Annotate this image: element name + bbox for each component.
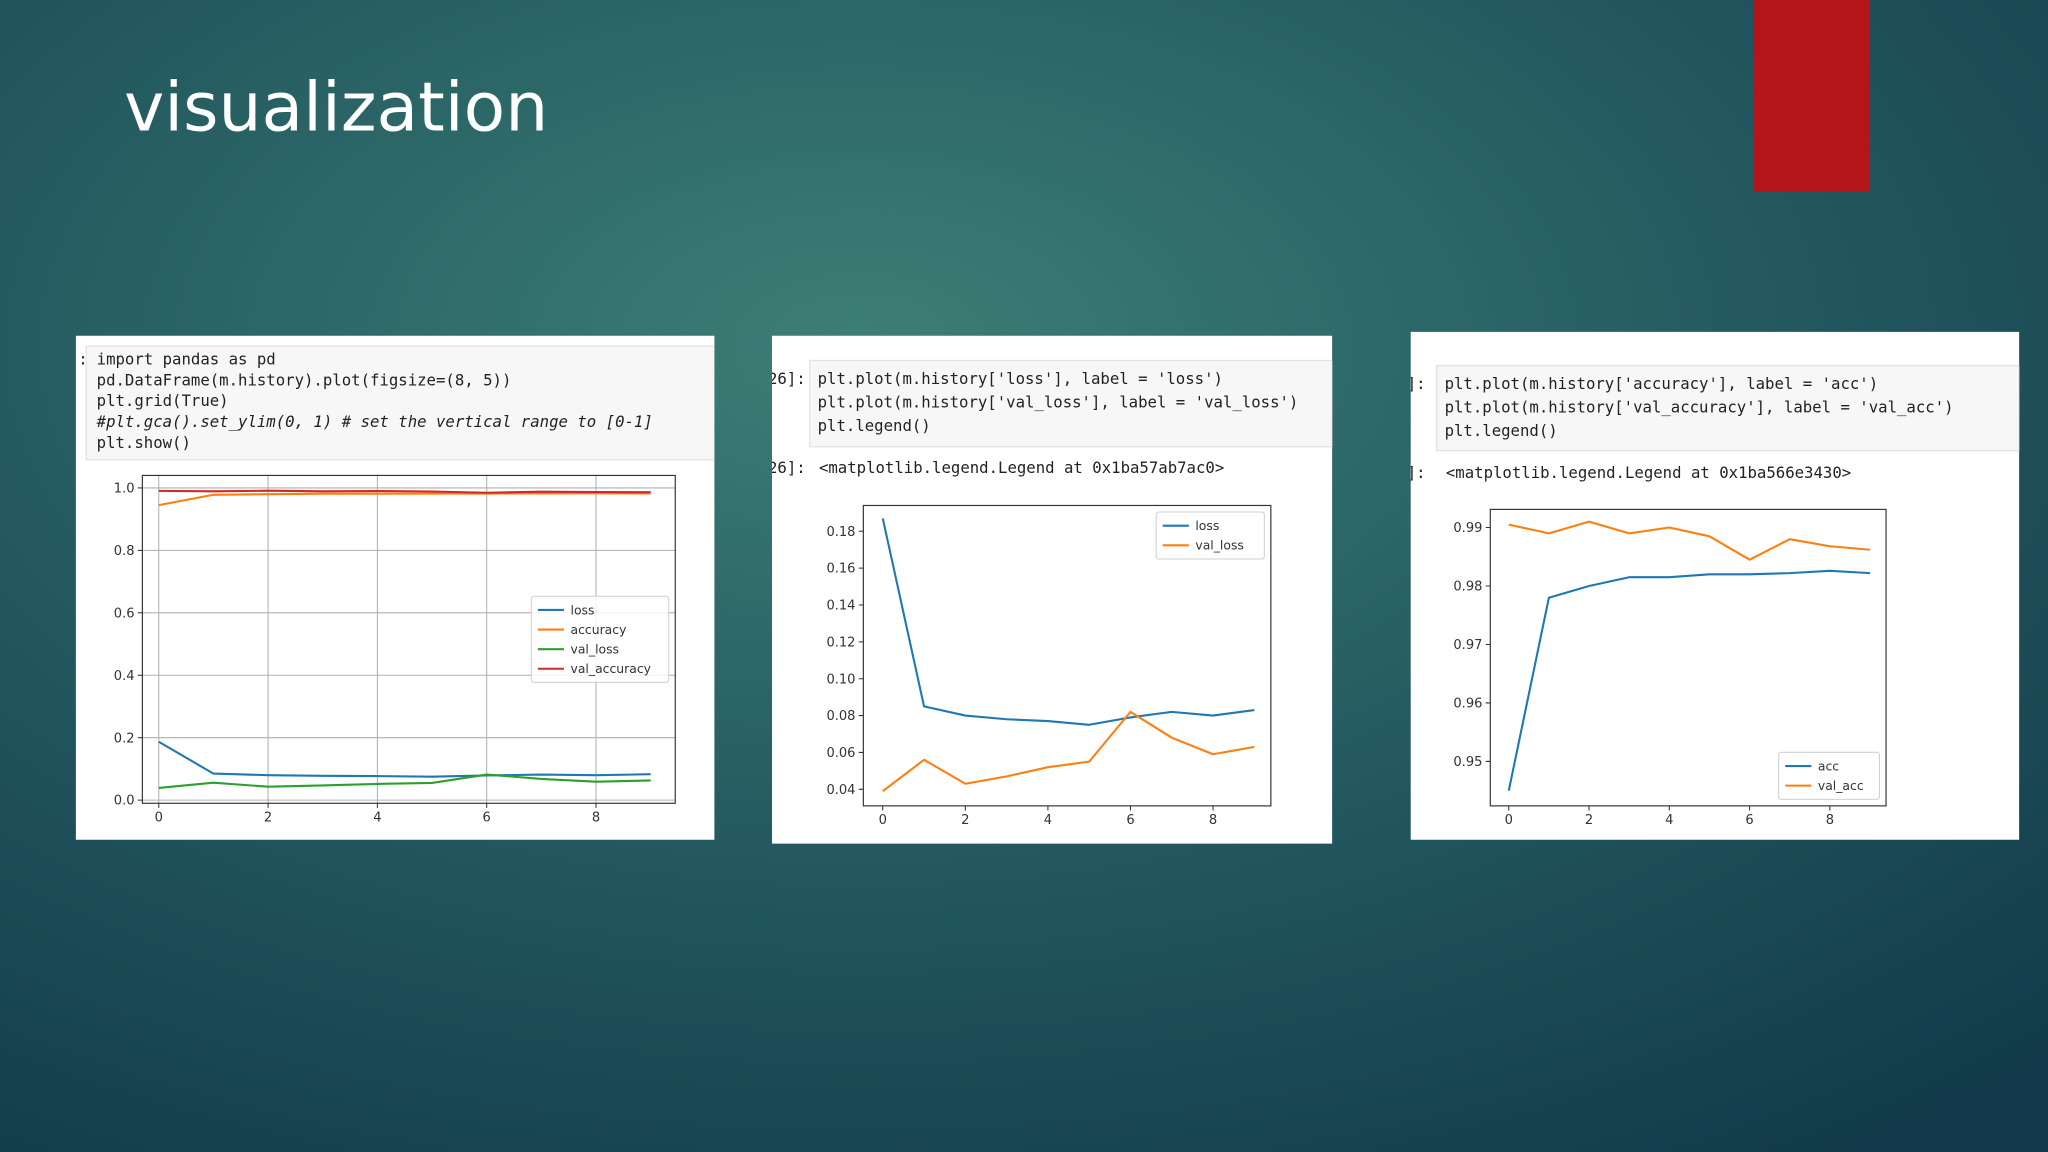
x-tick-label: 6 [1126,813,1134,828]
code-line: plt.plot(m.history['accuracy'], label = … [1445,374,1879,393]
slide-title: visualization [124,69,548,148]
y-tick-label: 0.10 [826,672,855,687]
legend-box [1155,511,1265,560]
code-line: pd.DataFrame(m.history).plot(figsize=(8,… [97,370,512,389]
y-tick-label: 0.96 [1453,697,1482,712]
notebook-panel: : import pandas as pd pd.DataFrame(m.histo… [75,335,715,840]
y-tick-label: 0.99 [1453,521,1482,536]
x-tick-label: 6 [1745,813,1753,828]
series-line [1507,569,1871,791]
x-tick-label: 4 [1044,813,1052,828]
x-tick-label: 8 [1826,813,1834,828]
code-line: plt.grid(True) [97,391,229,410]
x-tick-label: 0 [1505,813,1513,828]
code-line: plt.legend() [1445,421,1558,440]
output-prompt: ]: [1407,463,1426,482]
notebook-panel: ]: plt.plot(m.history['accuracy'], label … [1407,331,2020,840]
code-line: import pandas as pd [97,349,276,368]
y-tick-label: 0.04 [826,783,855,798]
code-line: #plt.gca().set_ylim(0, 1) # set the vert… [96,412,653,431]
y-tick-label: 0.4 [114,669,135,684]
legend-label: val_accuracy [571,661,651,676]
y-tick-label: 1.0 [114,481,135,496]
legend-label: val_loss [571,641,620,656]
code-cell [809,359,1333,448]
legend-label: acc [1818,758,1839,773]
y-tick-label: 0.0 [114,794,135,809]
x-tick-label: 6 [483,811,491,826]
accent-bar [1754,0,1870,192]
x-tick-label: 2 [264,811,272,826]
y-tick-label: 0.12 [826,635,855,650]
legend-label: val_loss [1195,538,1244,553]
legend-label: accuracy [571,622,627,637]
x-tick-label: 2 [1585,813,1593,828]
series-line [1508,520,1871,561]
legend-label: loss [571,602,595,617]
y-tick-label: 0.16 [826,562,855,577]
legend-box [530,595,670,683]
chart: 0 2 4 6 8 0.04 0.06 0.08 0.10 0.12 0.14 0.16 0.18 los… [826,504,1272,828]
y-tick-label: 0.14 [826,599,855,614]
x-tick-label: 0 [155,811,163,826]
code-prompt: 26]: [768,369,806,388]
y-tick-label: 0.2 [114,731,135,746]
x-tick-label: 0 [879,813,887,828]
series-line [158,492,651,507]
y-tick-label: 0.18 [826,525,855,540]
code-line: plt.plot(m.history['val_loss'], label = … [818,393,1299,412]
code-line: plt.show() [97,433,191,452]
x-tick-label: 8 [1209,813,1217,828]
series-line [881,518,1255,726]
y-tick-label: 0.08 [826,709,855,724]
code-cell [1436,365,2020,452]
code-prompt: : [78,349,87,368]
series-line [158,773,651,790]
code-cell [85,345,715,461]
code-line: plt.legend() [818,416,931,435]
legend-label: loss [1195,518,1219,533]
x-tick-label: 2 [961,813,969,828]
y-tick-label: 0.8 [114,544,135,559]
axes-frame [141,474,676,804]
x-tick-label: 4 [1665,813,1673,828]
y-tick-label: 0.97 [1453,638,1482,653]
code-prompt: ]: [1407,374,1426,393]
y-tick-label: 0.95 [1453,755,1482,770]
code-line: plt.plot(m.history['val_accuracy'], labe… [1445,398,1954,417]
series-line [158,740,651,778]
y-tick-label: 0.06 [826,746,855,761]
legend-box [1778,751,1881,800]
y-tick-label: 0.98 [1453,580,1482,595]
chart: 0 2 4 6 8 0.0 0.2 0.4 0.6 0.8 1.0 loss accuracy val_l… [114,474,676,826]
axes-frame [862,504,1272,807]
legend-label: val_acc [1818,778,1864,793]
code-line: plt.plot(m.history['loss'], label = 'los… [818,369,1223,388]
axes-frame [1489,508,1887,807]
output-prompt: 26]: [768,458,806,477]
y-tick-label: 0.6 [114,606,135,621]
chart: 0 2 4 6 8 0.95 0.96 0.97 0.98 0.99 acc val_acc [1453,508,1887,828]
output-text: <matplotlib.legend.Legend at 0x1ba566e34… [1446,463,1851,482]
output-text: <matplotlib.legend.Legend at 0x1ba57ab7a… [819,458,1224,477]
notebook-panel: 26]: plt.plot(m.history['loss'], label = … [768,335,1333,844]
x-tick-label: 4 [373,811,381,826]
x-tick-label: 8 [592,811,600,826]
series-line [882,710,1255,792]
series-line [158,489,651,494]
